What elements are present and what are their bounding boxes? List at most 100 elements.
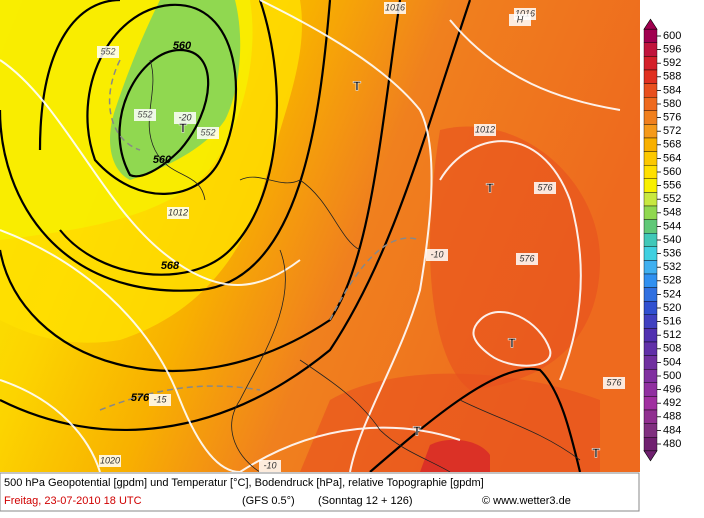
legend-swatch [643, 219, 658, 234]
legend-label: 508 [663, 343, 681, 355]
label-background [384, 2, 406, 14]
legend-label: 484 [663, 424, 681, 436]
label-background [426, 249, 448, 261]
footer-date: Freitag, 23-07-2010 18 UTC [4, 495, 142, 507]
legend-swatch [643, 437, 658, 452]
legend-label: 548 [663, 207, 681, 219]
legend-label: 556 [663, 180, 681, 192]
legend-label: 584 [663, 84, 681, 96]
footer-forecast: (Sonntag 12 + 126) [318, 495, 413, 507]
legend-label: 536 [663, 248, 681, 260]
legend-label: 552 [663, 193, 681, 205]
legend-label: 560 [663, 166, 681, 178]
pressure-center-label: T [508, 335, 516, 350]
label-background [149, 394, 171, 406]
label-background [174, 112, 196, 124]
pressure-center-label: T [353, 78, 361, 93]
legend-swatch [643, 273, 658, 288]
coastlines [148, 59, 581, 473]
legend-label: 516 [663, 316, 681, 328]
contour-label: 552 [200, 127, 215, 137]
pressure-center-label: T [413, 423, 421, 438]
legend-label: 520 [663, 302, 681, 314]
label-background [167, 207, 189, 219]
thickness-contours [99, 59, 421, 411]
contour-label: 1016 [515, 8, 535, 18]
contour-label: 1016 [385, 2, 405, 12]
label-background [516, 253, 538, 265]
pressure-center-label: T [592, 445, 600, 460]
legend-swatch [643, 56, 658, 71]
label-background [534, 182, 556, 194]
contour-label: 576 [537, 182, 552, 192]
legend-swatch [643, 124, 658, 139]
legend-swatch [643, 29, 658, 44]
label-background [99, 455, 121, 467]
legend-swatch [643, 301, 658, 316]
legend-swatch [643, 192, 658, 207]
legend-swatch [643, 137, 658, 152]
legend-label: 600 [663, 30, 681, 42]
legend-label: 496 [663, 384, 681, 396]
legend-label: 564 [663, 152, 681, 164]
legend-swatch [643, 260, 658, 275]
legend-swatch [643, 409, 658, 424]
contour-label: -10 [263, 460, 276, 470]
pressure-center-label: T [179, 120, 187, 135]
legend-swatch [643, 369, 658, 384]
label-background [603, 377, 625, 389]
legend-label: 572 [663, 125, 681, 137]
legend-swatch [643, 341, 658, 356]
legend-swatch [643, 164, 658, 179]
legend-swatch [643, 110, 658, 125]
contour-label: 552 [100, 46, 115, 56]
legend-swatch [643, 314, 658, 329]
legend-label: 592 [663, 57, 681, 69]
contour-label: 560 [153, 154, 172, 166]
legend-label: 492 [663, 397, 681, 409]
legend-label: 580 [663, 98, 681, 110]
label-background [474, 124, 496, 136]
contour-label: -10 [430, 249, 443, 259]
legend-label: 544 [663, 220, 681, 232]
legend-label: 500 [663, 370, 681, 382]
contour-label: 1020 [100, 455, 120, 465]
legend-swatch [643, 178, 658, 193]
legend-swatch [643, 423, 658, 438]
legend-label: 480 [663, 438, 681, 450]
legend-label: 512 [663, 329, 681, 341]
contour-label: 568 [161, 260, 180, 272]
contour-label: -15 [153, 394, 167, 404]
legend-label: 576 [663, 112, 681, 124]
field-588 [420, 439, 490, 472]
footer-copyright: © www.wetter3.de [482, 495, 571, 507]
footer-frame [0, 472, 640, 512]
legend-swatch [643, 355, 658, 370]
legend-swatch [643, 328, 658, 343]
legend-swatch [643, 396, 658, 411]
contour-label: H [517, 14, 524, 24]
legend-swatch [643, 205, 658, 220]
legend-swatch [643, 287, 658, 302]
pressure-center-label: T [486, 180, 494, 195]
legend-label: 488 [663, 411, 681, 423]
contour-label: 576 [519, 253, 534, 263]
legend-swatch [643, 96, 658, 111]
field-580-south [300, 373, 600, 472]
contour-label: 1012 [475, 124, 495, 134]
legend-swatch [643, 382, 658, 397]
contour-label: -20 [178, 112, 191, 122]
contour-label: 560 [173, 40, 192, 52]
field-580 [430, 126, 600, 391]
legend-swatch [643, 232, 658, 247]
legend-swatch [643, 83, 658, 98]
label-background [509, 14, 531, 26]
contour-label: 552 [137, 109, 152, 119]
legend-arrow-bottom [643, 450, 658, 462]
legend-swatch [643, 42, 658, 57]
contour-label: 576 [606, 377, 621, 387]
legend-label: 532 [663, 261, 681, 273]
legend-arrow-top [643, 18, 658, 30]
